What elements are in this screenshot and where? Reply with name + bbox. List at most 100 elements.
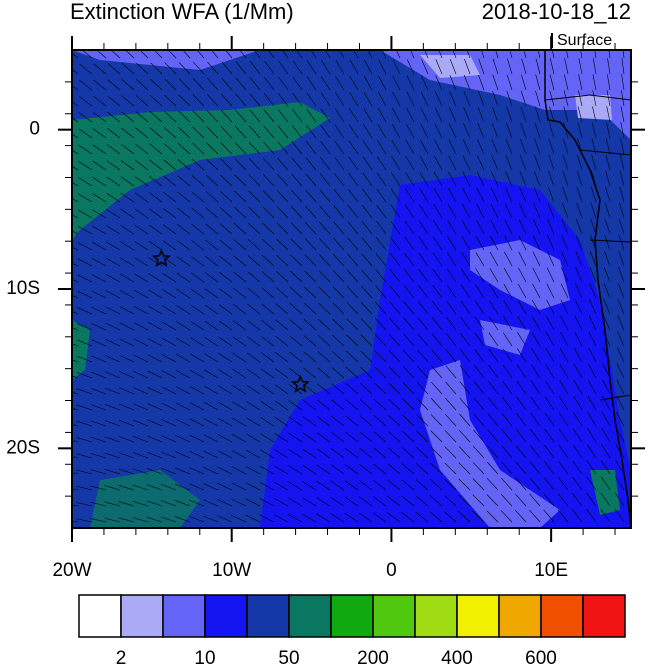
wind-barb: [249, 109, 261, 123]
wind-barb: [235, 77, 247, 91]
wind-barb: [419, 188, 429, 203]
wind-barb: [586, 460, 597, 475]
level-label: Surface: [557, 32, 612, 49]
wind-barb: [419, 204, 429, 219]
wind-barb: [443, 511, 457, 523]
wind-barb: [289, 351, 303, 363]
wind-barb: [278, 93, 289, 107]
wind-barb: [472, 494, 485, 507]
wind-barb: [504, 235, 513, 251]
wind-barb: [533, 219, 541, 235]
wind-barb: [558, 477, 569, 491]
wind-barb: [332, 318, 345, 331]
wind-barb: [530, 380, 541, 395]
wind-barb: [106, 160, 121, 171]
wind-barb: [375, 301, 387, 315]
wind-barb: [601, 428, 611, 443]
wind-barb: [462, 187, 471, 203]
wind-barb: [204, 337, 219, 347]
wind-barb: [344, 496, 359, 507]
wind-barb: [210, 50, 219, 59]
wind-barb: [189, 451, 205, 459]
wind-barb: [188, 515, 205, 523]
wind-barb: [419, 155, 429, 171]
wind-barb: [461, 203, 471, 219]
wind-barb: [491, 106, 499, 123]
wind-barb: [419, 172, 429, 187]
wind-barb: [120, 208, 135, 219]
wind-barb: [486, 494, 499, 507]
wind-barb: [473, 413, 485, 427]
wind-barb: [177, 207, 191, 219]
wind-barb: [548, 170, 555, 187]
wind-barb: [76, 372, 93, 379]
wind-barb: [476, 219, 485, 235]
wind-barb: [516, 413, 527, 427]
wind-barb: [429, 495, 443, 507]
wind-barb: [544, 412, 555, 427]
wind-barb: [535, 74, 541, 91]
wind-barb: [189, 386, 205, 395]
wind-barb: [572, 460, 583, 475]
wind-barb: [192, 126, 205, 139]
wind-barb: [288, 465, 303, 475]
wind-barb: [118, 501, 135, 507]
wind-barb: [192, 78, 205, 91]
wind-barb: [91, 241, 107, 251]
wind-barb: [120, 192, 135, 203]
wind-barb: [557, 493, 569, 507]
wind-barb: [72, 504, 79, 507]
wind-barb: [559, 364, 569, 379]
wind-barb: [361, 253, 373, 267]
wind-barb: [249, 77, 261, 91]
wind-barb: [387, 447, 401, 459]
wind-barb: [290, 238, 303, 251]
wind-barb: [306, 125, 317, 139]
wind-barb: [303, 383, 317, 395]
wind-barb: [177, 175, 191, 187]
wind-barb: [502, 348, 513, 363]
wind-barb: [560, 283, 569, 299]
wind-barb: [546, 315, 555, 331]
wind-barb: [319, 189, 331, 203]
wind-barb: [246, 368, 261, 379]
wind-barb: [546, 251, 555, 267]
wind-barb: [373, 496, 387, 507]
wind-barb: [175, 386, 191, 395]
wind-barb: [614, 492, 625, 507]
wind-barb: [573, 396, 583, 411]
wind-barb: [290, 222, 303, 235]
wind-barb: [77, 274, 93, 283]
wind-barb: [547, 203, 555, 219]
wind-barb: [377, 108, 387, 123]
wind-barb: [148, 289, 163, 299]
wind-barb: [106, 176, 121, 187]
wind-barb: [561, 251, 569, 267]
wind-barb: [273, 498, 289, 507]
wind-barb: [332, 286, 345, 299]
wind-barb: [331, 415, 345, 427]
wind-barb: [263, 125, 275, 139]
wind-barb: [162, 256, 177, 267]
wind-barb: [259, 514, 275, 523]
wind-barb: [118, 468, 135, 475]
wind-barb: [362, 140, 373, 155]
wind-barb: [119, 290, 135, 299]
wind-barb: [462, 139, 471, 155]
wind-barb: [488, 348, 499, 363]
wind-barb: [119, 355, 135, 363]
wind-barb: [78, 177, 93, 187]
wind-barb: [603, 266, 611, 283]
wind-barb: [231, 498, 247, 507]
wind-barb: [461, 268, 471, 283]
wind-barb: [302, 481, 317, 491]
wind-barb: [564, 58, 569, 75]
wind-barb: [246, 336, 261, 347]
wind-barb: [247, 320, 261, 331]
wind-barb: [401, 447, 415, 459]
wind-barb: [429, 478, 443, 491]
wind-barb: [146, 500, 163, 507]
wind-barb: [503, 267, 513, 283]
wind-barb: [331, 432, 345, 443]
wind-barb: [389, 301, 401, 315]
